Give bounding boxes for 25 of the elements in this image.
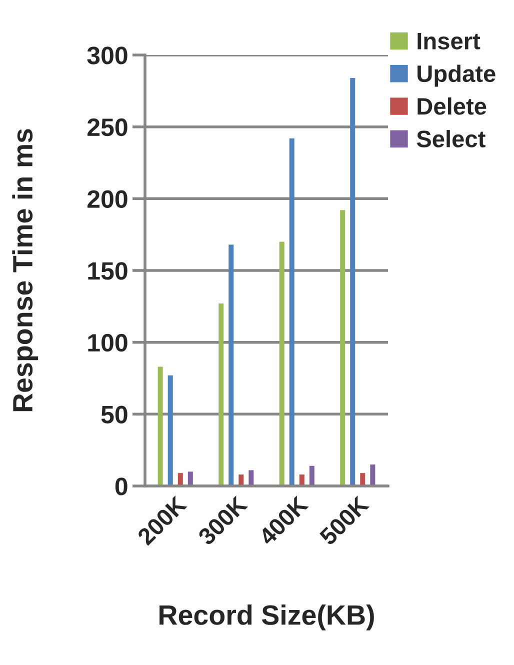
legend-label: Update <box>418 64 496 87</box>
y-axis-title: Response Time in ms <box>12 129 38 412</box>
y-tick-label: 200 <box>87 190 128 208</box>
legend-label: Insert <box>418 32 480 50</box>
bar <box>188 472 193 486</box>
bar <box>370 464 376 486</box>
bar <box>309 466 314 486</box>
y-tick-label: 50 <box>101 406 128 424</box>
bar <box>228 244 234 486</box>
y-tick-label: 300 <box>87 46 128 64</box>
y-tick-label: 0 <box>115 478 128 496</box>
y-tick-label: 100 <box>88 334 128 352</box>
y-tick-label: 150 <box>88 262 128 280</box>
bar <box>218 304 224 486</box>
bar <box>340 210 346 486</box>
y-tick-label: 250 <box>87 118 128 136</box>
bar <box>248 470 254 486</box>
legend-label: Delete <box>418 97 486 115</box>
bar <box>279 242 284 486</box>
bar <box>158 366 163 486</box>
bar <box>168 375 173 486</box>
bar <box>289 138 294 486</box>
x-axis-title: Record Size(KB) <box>160 604 374 630</box>
bar <box>350 78 356 486</box>
legend-label: Select <box>416 130 486 148</box>
